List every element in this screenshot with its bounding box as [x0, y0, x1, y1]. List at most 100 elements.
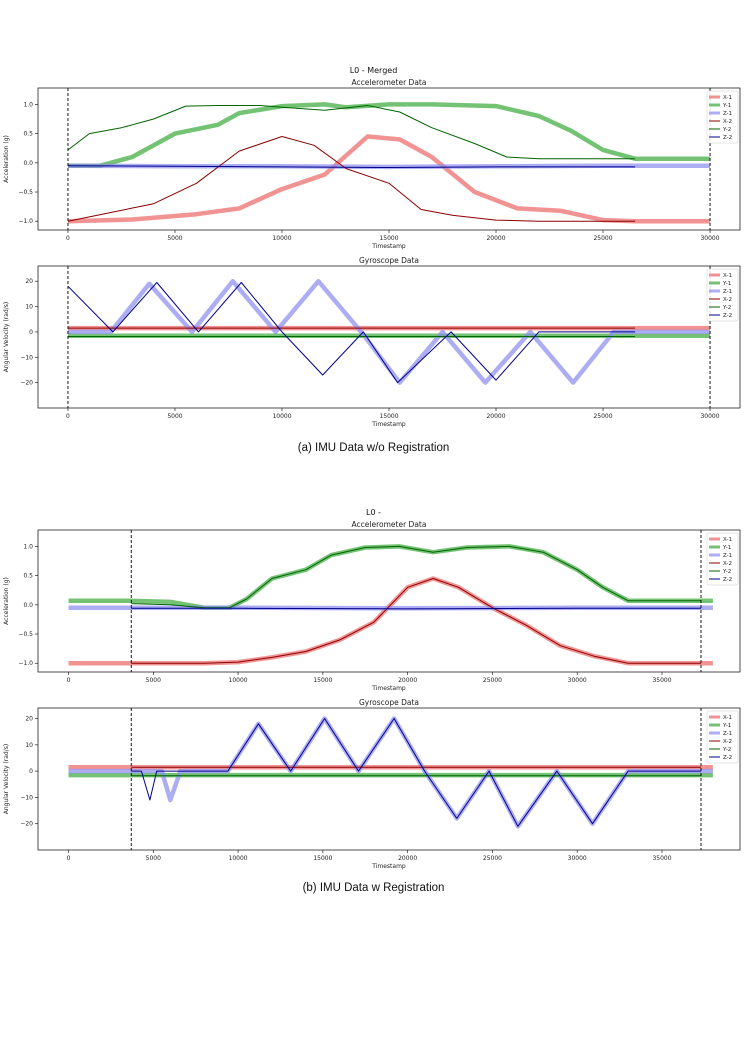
x-tick-label: 20000: [486, 413, 505, 420]
x-tick-label: 25000: [483, 677, 502, 684]
legend-label-x-1: X-1: [723, 715, 732, 721]
x-tick-label: 30000: [568, 855, 587, 862]
legend: X-1 Y-1 Z-1 X-2 Y-2 Z-2: [706, 710, 739, 764]
series-line-y-2: [67, 105, 636, 160]
legend-label-z-1: Z-1: [723, 111, 732, 117]
y-tick-label: −10: [20, 354, 33, 361]
gyroscope-chart-a: Gyroscope Data 0 5000 10000 15000 20000 25000 3…: [3, 256, 741, 428]
legend-label-x-2: X-2: [723, 739, 732, 745]
x-tick-label: 30000: [568, 677, 587, 684]
x-tick-label: 15000: [313, 855, 332, 862]
legend-label-z-1: Z-1: [723, 553, 732, 559]
y-tick-label: −20: [20, 380, 33, 387]
y-axis-label: Acceleration (g): [3, 577, 10, 625]
y-axis-label: Acceleration (g): [3, 135, 10, 183]
x-tick-label: 10000: [229, 855, 248, 862]
figure-a-title: L0 - Merged: [349, 66, 398, 75]
series-line-x-2: [131, 578, 701, 664]
x-tick-label: 30000: [700, 413, 719, 420]
x-tick-label: 5000: [146, 677, 161, 684]
x-tick-label: 5000: [167, 413, 182, 420]
x-tick-label: 0: [66, 413, 70, 420]
legend-label-x-1: X-1: [723, 95, 732, 101]
legend-label-x-1: X-1: [723, 273, 732, 279]
x-tick-label: 35000: [652, 855, 671, 862]
y-tick-label: −0.5: [18, 631, 33, 638]
x-tick-label: 10000: [272, 413, 291, 420]
chart-title: Gyroscope Data: [359, 256, 419, 265]
y-tick-label: 10: [25, 304, 33, 311]
y-tick-label: 1.0: [23, 543, 33, 550]
plot-frame: [37, 707, 741, 851]
series-line-z-2: [67, 165, 636, 168]
y-tick-label: 0.0: [23, 160, 33, 167]
x-tick-label: 20000: [486, 235, 505, 242]
figure-b-title: L0 -: [366, 508, 381, 517]
y-tick-label: 20: [25, 278, 33, 285]
y-tick-label: −20: [20, 821, 33, 828]
series-line-z-2: [131, 607, 701, 610]
x-tick-label: 35000: [652, 677, 671, 684]
legend-label-y-1: Y-1: [722, 103, 731, 109]
y-tick-label: 0: [29, 329, 33, 336]
chart-title: Accelerometer Data: [352, 78, 427, 87]
x-tick-label: 25000: [593, 413, 612, 420]
legend: X-1 Y-1 Z-1 X-2 Y-2 Z-2: [706, 90, 739, 144]
legend-label-x-2: X-2: [723, 561, 732, 567]
y-axis-label: Angular Velocity (rad/s): [3, 744, 10, 814]
x-axis-label: Timestamp: [371, 685, 406, 692]
x-tick-label: 25000: [593, 235, 612, 242]
y-tick-label: 10: [25, 742, 33, 749]
x-tick-label: 5000: [146, 855, 161, 862]
y-axis-label: Angular Velocity (rad/s): [3, 302, 10, 372]
legend-label-z-2: Z-2: [723, 755, 732, 761]
series-line-y-1: [68, 544, 713, 610]
legend-label-y-1: Y-1: [722, 545, 731, 551]
legend-label-y-2: Y-2: [722, 127, 731, 133]
legend-label-y-1: Y-1: [722, 281, 731, 287]
legend-label-y-2: Y-2: [722, 305, 731, 311]
series-line-z-1: [68, 605, 713, 611]
legend-label-x-2: X-2: [723, 297, 732, 303]
series-line-z-2: [131, 718, 701, 827]
x-tick-label: 25000: [483, 855, 502, 862]
y-tick-label: 20: [25, 716, 33, 723]
y-tick-label: 0.0: [23, 602, 33, 609]
legend-label-x-2: X-2: [723, 119, 732, 125]
y-tick-label: 1.0: [23, 101, 33, 108]
series-line-x-2: [67, 136, 636, 222]
legend-label-z-1: Z-1: [723, 731, 732, 737]
y-tick-label: 0: [29, 768, 33, 775]
series-line-x-1: [67, 134, 710, 224]
y-tick-label: 0.5: [23, 573, 33, 580]
x-tick-label: 15000: [379, 413, 398, 420]
figure-b-caption: (b) IMU Data w Registration: [302, 882, 445, 894]
x-tick-label: 10000: [272, 235, 291, 242]
figure-a-caption: (a) IMU Data w/o Registration: [297, 442, 450, 454]
legend: X-1 Y-1 Z-1 X-2 Y-2 Z-2: [706, 268, 739, 322]
y-tick-label: 0.5: [23, 131, 33, 138]
series-line-y-1: [68, 102, 710, 168]
series-line-x-1: [68, 576, 713, 666]
x-tick-label: 20000: [398, 677, 417, 684]
x-axis-label: Timestamp: [371, 863, 406, 870]
x-tick-label: 5000: [167, 235, 182, 242]
x-tick-label: 0: [67, 677, 71, 684]
x-tick-label: 30000: [700, 235, 719, 242]
legend-label-y-1: Y-1: [722, 723, 731, 729]
x-tick-label: 20000: [398, 855, 417, 862]
x-axis-label: Timestamp: [371, 421, 406, 428]
x-tick-label: 0: [66, 235, 70, 242]
series-group: [68, 544, 713, 666]
legend-label-y-2: Y-2: [722, 747, 731, 753]
series-group: [68, 716, 713, 829]
chart-title: Accelerometer Data: [352, 520, 427, 529]
accelerometer-chart-b: Accelerometer Data 0 5000 10000 15000 20000 25…: [3, 520, 741, 692]
series-line-y-2: [131, 545, 701, 609]
y-tick-label: −1.0: [18, 660, 33, 667]
x-tick-label: 15000: [379, 235, 398, 242]
series-group: [67, 278, 710, 385]
y-tick-label: −0.5: [18, 189, 33, 196]
x-axis-label: Timestamp: [371, 243, 406, 250]
legend-label-z-2: Z-2: [723, 313, 732, 319]
